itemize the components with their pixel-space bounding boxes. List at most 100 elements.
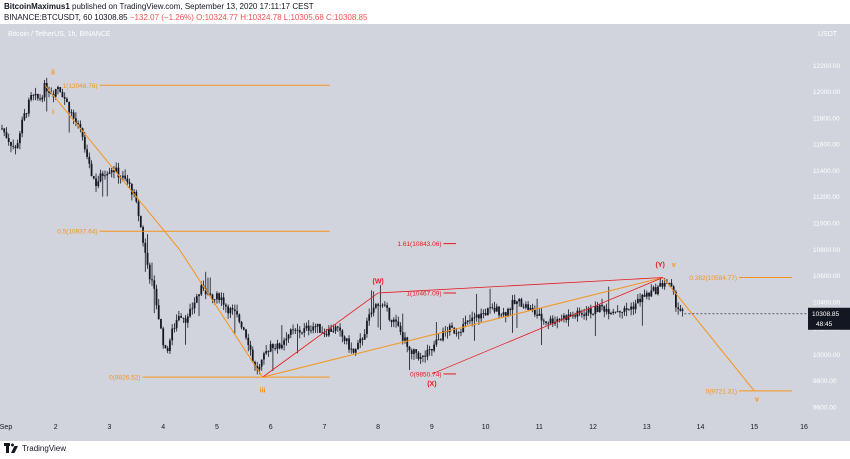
candle-body: [278, 343, 281, 349]
candle-body: [36, 93, 39, 99]
candle-body: [122, 175, 124, 178]
candle-body: [182, 317, 185, 319]
candle-body: [97, 181, 100, 187]
candle-body: [41, 97, 44, 100]
candle-body: [484, 312, 487, 316]
candle-body: [319, 323, 321, 333]
candle-body: [415, 349, 418, 353]
tradingview-logo[interactable]: TradingView: [4, 443, 66, 453]
candle-body: [361, 338, 364, 340]
candle-body: [572, 315, 574, 317]
candle-body: [408, 346, 411, 351]
candle-body: [558, 319, 561, 320]
price-change-text: −132.07 (−1.26%): [129, 13, 194, 22]
candle-body: [368, 314, 371, 321]
candle-body: [99, 173, 102, 182]
candle-body: [175, 320, 178, 329]
candle-body: [585, 312, 588, 316]
fib-level-label: 0.382(10584.77): [689, 275, 737, 282]
chart-header: BitcoinMaximus1 published on TradingView…: [0, 0, 850, 28]
candle-body: [222, 297, 225, 305]
candle-body: [184, 318, 187, 323]
candle-body: [551, 318, 554, 324]
candle-body: [177, 316, 180, 321]
candle-body: [596, 306, 599, 313]
candle-body: [587, 308, 590, 313]
candle-body: [3, 128, 6, 133]
candle-body: [574, 315, 577, 317]
candle-body: [359, 338, 362, 343]
candle-body: [303, 328, 306, 333]
candle-body: [386, 305, 388, 308]
y-tick-label: 9800.00: [813, 378, 837, 385]
candle-body: [101, 173, 104, 177]
candle-body: [81, 128, 84, 137]
candle-body: [1, 128, 3, 130]
fib-level-label: 0(9826.52): [109, 375, 140, 382]
candle-body: [314, 326, 317, 328]
symbol-text[interactable]: BINANCE:BTCUSDT, 60: [4, 13, 93, 22]
chart-area[interactable]: Bitcoin / TetherUS, 1h, BINANCE USDT 12200…: [0, 24, 850, 444]
candle-body: [435, 339, 438, 345]
candle-body: [381, 304, 384, 306]
candle-body: [263, 353, 265, 360]
price-axis-unit: USDT: [818, 31, 838, 38]
candle-body: [166, 348, 169, 352]
candle-body: [124, 175, 127, 179]
candle-body: [83, 136, 86, 150]
candle-body: [108, 172, 111, 174]
x-tick-label: 11: [536, 424, 543, 431]
time-axis-background: [0, 430, 808, 444]
x-tick-label: 6: [269, 424, 273, 431]
published-text: published on TradingView.com, September …: [72, 2, 314, 11]
author-name[interactable]: BitcoinMaximus1: [4, 2, 70, 11]
x-tick-label: 8: [376, 424, 380, 431]
ohlc-text: O:10324.77 H:10324.78 L:10305.68 C:10308…: [196, 13, 368, 22]
y-tick-label: 11200.00: [813, 194, 840, 201]
x-tick-label: 9: [430, 424, 434, 431]
fib-level-label: 1.61(10843.06): [397, 241, 441, 248]
candle-body: [500, 314, 503, 316]
candle-body: [153, 280, 156, 289]
y-tick-label: 11800.00: [813, 115, 840, 122]
candle-body: [455, 333, 458, 334]
candle-body: [603, 306, 606, 312]
x-tick-label: 10: [482, 424, 490, 431]
candle-body: [650, 290, 653, 297]
candle-body: [171, 328, 174, 341]
candle-body: [115, 167, 118, 173]
last-price-label: 10308.85: [812, 311, 839, 318]
candle-body: [549, 318, 552, 324]
candle-body: [79, 124, 82, 129]
candle-body: [433, 344, 436, 351]
candle-body: [245, 329, 247, 338]
candle-body: [397, 321, 400, 326]
candle-body: [27, 99, 30, 114]
candle-body: [518, 299, 521, 302]
candle-body: [645, 292, 648, 297]
candle-body: [231, 308, 234, 310]
candle-body: [634, 303, 637, 310]
candle-body: [316, 323, 319, 327]
candle-body: [392, 319, 395, 323]
candle-body: [675, 291, 677, 308]
candle-body: [677, 307, 680, 309]
candle-body: [453, 327, 456, 334]
candle-body: [106, 173, 109, 176]
x-tick-label: 16: [800, 424, 808, 431]
candle-body: [670, 282, 673, 287]
candle-body: [625, 308, 628, 311]
candle-body: [511, 299, 514, 310]
candle-body: [350, 348, 353, 350]
candle-body: [296, 329, 299, 331]
candle-body: [251, 349, 254, 362]
price-chart[interactable]: Bitcoin / TetherUS, 1h, BINANCE USDT 12200…: [0, 24, 850, 444]
y-tick-label: 11600.00: [813, 142, 840, 149]
x-tick-label: 7: [322, 424, 326, 431]
candle-body: [657, 286, 659, 295]
candle-body: [424, 355, 427, 357]
candle-body: [48, 91, 50, 93]
candle-body: [180, 316, 183, 318]
candle-body: [137, 201, 140, 216]
candle-body: [417, 352, 420, 359]
